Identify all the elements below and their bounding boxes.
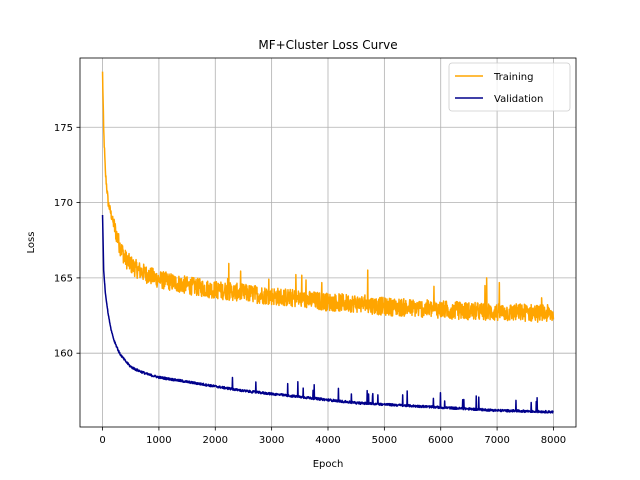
legend-label: Validation bbox=[494, 94, 543, 105]
x-tick-label: 3000 bbox=[259, 435, 284, 446]
ticks: 0 1000 2000 3000 4000 5000 6000 7000 8000 160 165 1… bbox=[54, 123, 566, 446]
legend-box bbox=[448, 62, 571, 112]
x-tick-label: 6000 bbox=[428, 435, 453, 446]
x-tick-label: 2000 bbox=[203, 435, 228, 446]
y-tick-label: 170 bbox=[54, 198, 73, 209]
y-tick-label: 165 bbox=[54, 273, 73, 284]
y-tick-label: 175 bbox=[54, 123, 73, 134]
x-tick-label: 5000 bbox=[372, 435, 397, 446]
x-tick-label: 1000 bbox=[146, 435, 171, 446]
series-group bbox=[101, 71, 555, 414]
series-line-validation bbox=[101, 214, 554, 414]
grid bbox=[80, 58, 576, 427]
x-tick-label: 0 bbox=[99, 435, 105, 446]
x-tick-label: 8000 bbox=[541, 435, 566, 446]
y-tick-label: 160 bbox=[54, 349, 73, 360]
series-line-training bbox=[101, 71, 555, 323]
x-axis-label: Epoch bbox=[313, 459, 344, 470]
y-axis-label: Loss bbox=[26, 232, 37, 254]
legend: Training Validation bbox=[448, 62, 571, 112]
x-tick-label: 4000 bbox=[315, 435, 340, 446]
chart-title: MF+Cluster Loss Curve bbox=[258, 38, 397, 52]
legend-label: Training bbox=[493, 72, 533, 83]
x-tick-label: 7000 bbox=[484, 435, 509, 446]
